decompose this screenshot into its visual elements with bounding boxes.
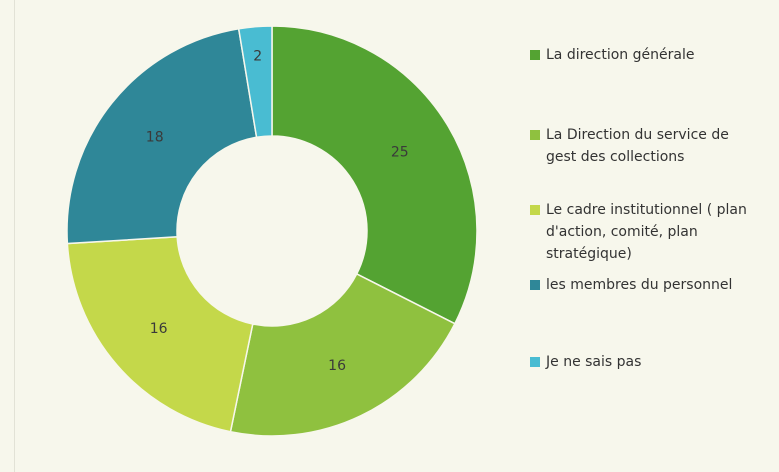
donut-slice [237,25,273,139]
legend-swatch [530,205,540,215]
data-label: 25 [391,144,409,160]
frame-edge [14,0,15,472]
data-label: 2 [253,49,262,65]
legend-label: Le cadre institutionnel ( plan d'action,… [546,202,747,262]
legend-item: les membres du personnel [530,274,762,296]
legend-swatch [530,130,540,140]
legend-swatch [530,50,540,60]
legend-label: les membres du personnel [546,277,733,293]
donut-slice [66,27,258,245]
legend-swatch [530,357,540,367]
legend-item: Je ne sais pas [530,351,762,373]
legend-label: La direction générale [546,47,695,63]
legend-swatch [530,280,540,290]
legend-label: Je ne sais pas [546,354,642,370]
data-label: 18 [146,129,164,145]
legend-label: La Direction du service de gest des coll… [546,127,729,165]
legend-item: La direction générale [530,44,762,66]
data-label: 16 [150,321,168,337]
data-label: 16 [328,358,346,374]
donut: 25 16 16 18 2 [66,25,478,437]
legend-item: Le cadre institutionnel ( plan d'action,… [530,199,762,265]
donut-slice [66,236,254,433]
donut-slice [229,272,456,437]
donut-slice [271,25,478,325]
legend-item: La Direction du service de gest des coll… [530,124,762,168]
